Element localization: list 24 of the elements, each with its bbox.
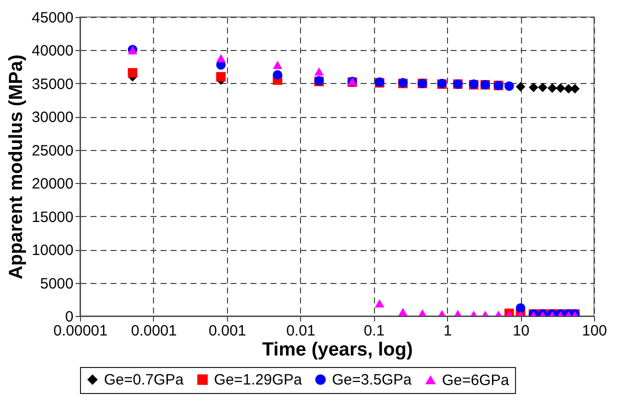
x-tick-label: 0.00001 <box>53 322 108 340</box>
y-tick-label: 45000 <box>32 10 74 26</box>
y-tick-label: 10000 <box>32 242 74 260</box>
x-tick-label: 1 <box>443 322 452 340</box>
legend-label: Ge=6GPa <box>442 372 510 389</box>
x-tick-label: 0.01 <box>286 322 316 340</box>
y-tick-label: 15000 <box>32 208 74 226</box>
x-tick-label: 0.001 <box>208 322 246 340</box>
x-tick-label: 10 <box>512 322 530 340</box>
legend-label: Ge=0.7GPa <box>104 372 184 389</box>
y-axis-title: Apparent modulus (MPa) <box>6 54 27 280</box>
y-tick-label: 30000 <box>32 109 74 126</box>
y-tick-label: 25000 <box>32 142 74 160</box>
x-tick-label: 100 <box>582 322 608 340</box>
legend-label: Ge=3.5GPa <box>332 372 412 389</box>
y-tick-label: 40000 <box>32 42 74 60</box>
x-axis-title: Time (years, log) <box>262 340 413 360</box>
x-tick-label: 0.0001 <box>130 322 177 340</box>
y-tick-label: 0 <box>65 308 74 326</box>
y-tick-label: 5000 <box>40 275 74 292</box>
x-tick-label: 0.1 <box>364 322 385 340</box>
legend-label: Ge=1.29GPa <box>214 372 303 389</box>
y-tick-label: 35000 <box>32 76 74 93</box>
y-tick-label: 20000 <box>32 176 74 193</box>
